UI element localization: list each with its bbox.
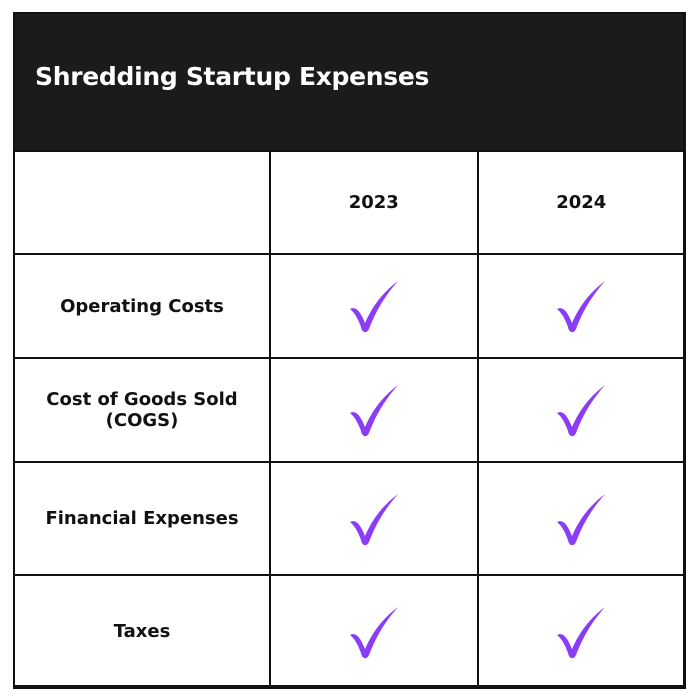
table-row: Financial Expenses [13,461,686,576]
check-cell [269,461,479,576]
check-cell [269,253,479,359]
check-cell [476,574,686,689]
check-icon [557,281,606,333]
row-label: Financial Expenses [13,461,271,576]
check-cell [269,357,479,463]
check-icon [557,385,606,437]
table-header-row: 2023 2024 [13,150,686,255]
row-label: Cost of Goods Sold (COGS) [13,357,271,463]
table-row: Taxes [13,574,686,689]
check-icon [557,606,606,658]
row-label: Taxes [13,574,271,689]
check-cell [476,357,686,463]
check-cell [269,574,479,689]
header-cell-empty [13,150,271,255]
table-row: Cost of Goods Sold (COGS) [13,357,686,463]
check-cell [476,461,686,576]
check-icon [349,281,398,333]
check-icon [349,385,398,437]
check-icon [349,606,398,658]
header-banner: Shredding Startup Expenses [13,12,686,151]
header-cell-2023: 2023 [269,150,479,255]
header-cell-2024: 2024 [476,150,686,255]
table-row: Operating Costs [13,253,686,359]
check-icon [349,493,398,545]
page-title: Shredding Startup Expenses [35,62,430,91]
check-icon [557,493,606,545]
row-label: Operating Costs [13,253,271,359]
check-cell [476,253,686,359]
expenses-table: 2023 2024 Operating Costs Cost of Goods … [13,150,686,689]
